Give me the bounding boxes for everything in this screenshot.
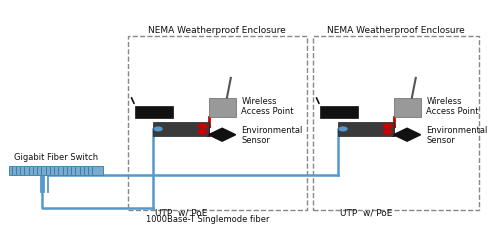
- Bar: [313, 37, 480, 210]
- Text: UTP  w/ PoE: UTP w/ PoE: [340, 208, 392, 217]
- Bar: [209, 98, 236, 118]
- Text: UTP  w/ PoE: UTP w/ PoE: [155, 208, 207, 217]
- Polygon shape: [394, 129, 421, 142]
- Bar: [338, 122, 394, 136]
- Polygon shape: [209, 129, 236, 142]
- Circle shape: [383, 125, 392, 129]
- Circle shape: [339, 128, 347, 131]
- Circle shape: [154, 128, 162, 131]
- Text: Wireless
Access Point: Wireless Access Point: [426, 97, 479, 116]
- Bar: [135, 106, 173, 119]
- Text: NEMA Weatherproof Enclosure: NEMA Weatherproof Enclosure: [148, 26, 286, 35]
- Bar: [128, 37, 306, 210]
- Text: Environmental
Sensor: Environmental Sensor: [426, 125, 488, 145]
- Text: Wireless
Access Point: Wireless Access Point: [242, 97, 294, 116]
- Text: 1000Base-T Singlemode fiber: 1000Base-T Singlemode fiber: [146, 214, 269, 223]
- Text: NEMA Weatherproof Enclosure: NEMA Weatherproof Enclosure: [327, 26, 465, 35]
- Circle shape: [198, 130, 207, 134]
- Bar: [8, 166, 103, 176]
- Circle shape: [383, 130, 392, 134]
- Text: Environmental
Sensor: Environmental Sensor: [242, 125, 303, 145]
- Bar: [320, 106, 358, 119]
- Bar: [153, 122, 209, 136]
- Text: Gigabit Fiber Switch: Gigabit Fiber Switch: [13, 153, 98, 162]
- Circle shape: [198, 125, 207, 129]
- Bar: [394, 98, 421, 118]
